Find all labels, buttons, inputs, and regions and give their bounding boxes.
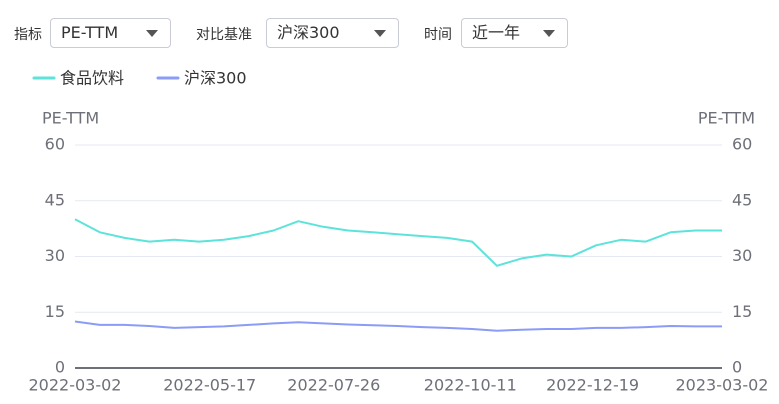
x-tick-label: 2022-03-02 [29,376,122,395]
y2-tick-label: 0 [732,358,742,377]
series-line [74,320,722,332]
legend-label: 沪深300 [184,69,247,88]
series-line [74,218,722,267]
y2-tick-label: 15 [732,302,752,321]
y2-tick-label: 45 [732,190,752,209]
y-tick-label: 45 [45,190,65,209]
y2-tick-label: 30 [732,246,752,265]
legend-label: 食品饮料 [60,69,124,88]
y-tick-label: 0 [55,358,65,377]
dropdown-value: 近一年 [472,23,521,42]
y-tick-label: 15 [45,302,65,321]
control-label: 对比基准 [196,27,252,43]
y-tick-label: 60 [45,135,65,154]
x-tick-label: 2022-10-11 [424,376,517,395]
y-axis-label: PE-TTM [42,109,99,128]
dropdown[interactable]: 沪深300 [266,18,399,48]
dropdown-value: PE-TTM [61,23,119,42]
y-tick-label: 30 [45,246,65,265]
control-label: 指标 [14,27,42,43]
y2-axis-label: PE-TTM [698,109,755,128]
x-tick-label: 2022-05-17 [163,376,256,395]
dropdown[interactable]: PE-TTM [50,18,171,48]
y2-tick-label: 60 [732,135,752,154]
x-tick-label: 2022-12-19 [546,376,639,395]
x-tick-label: 2023-03-02 [676,376,769,395]
dropdown[interactable]: 近一年 [461,18,568,48]
control-label: 时间 [424,27,452,43]
dropdown-value: 沪深300 [277,23,340,42]
x-tick-label: 2022-07-26 [287,376,380,395]
